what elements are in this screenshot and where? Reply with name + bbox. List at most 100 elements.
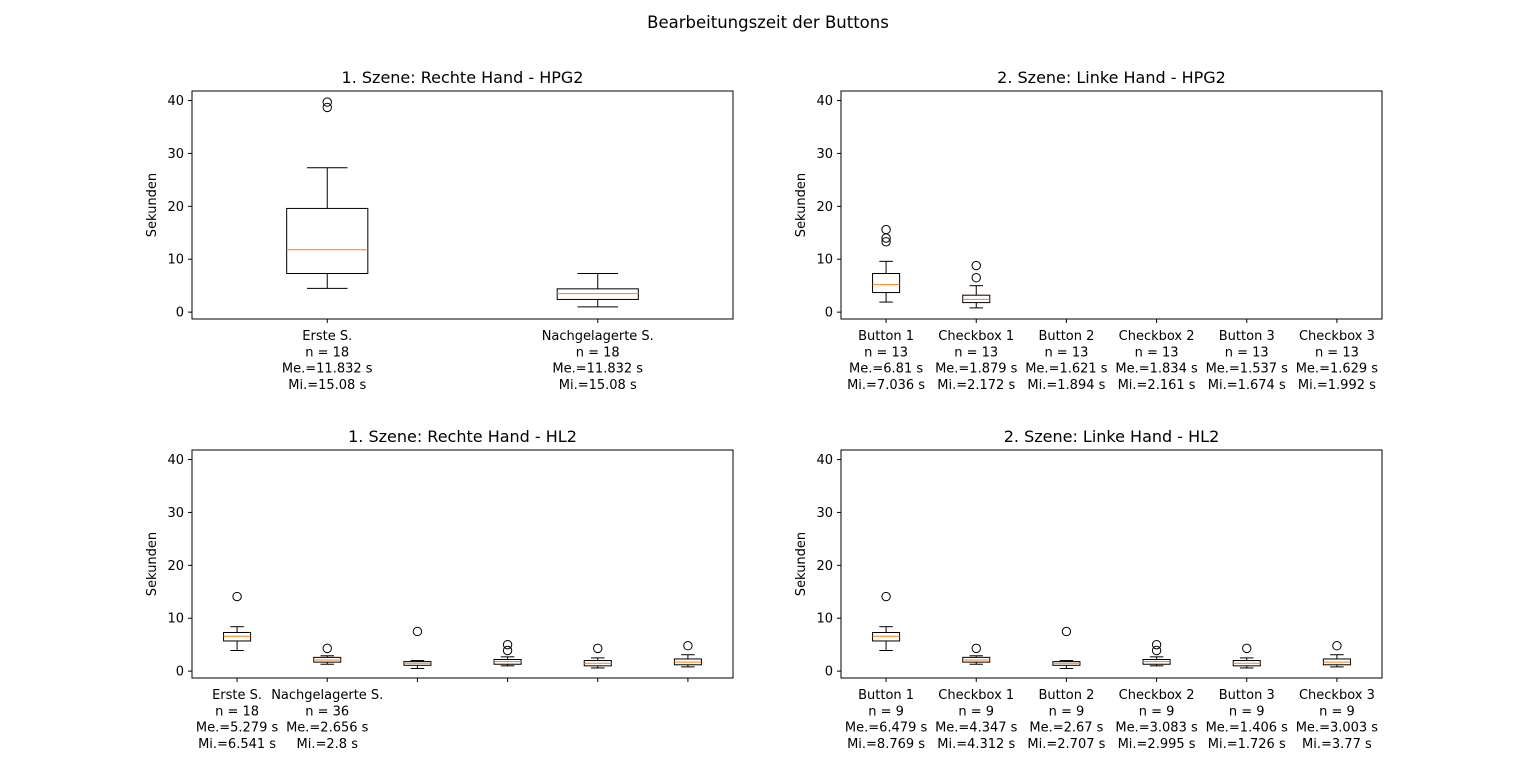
subplot-title: 1. Szene: Rechte Hand - HPG2 (342, 68, 584, 87)
box-3 (1052, 626, 1081, 669)
x-tick-label-line: Mi.=2.161 s (1118, 378, 1196, 393)
x-tick-label-line: Me.=3.083 s (1115, 721, 1198, 736)
box-body (223, 632, 252, 642)
y-tick-label: 30 (816, 506, 833, 521)
box-1 (223, 591, 252, 651)
x-tick-label-line: Checkbox 1 (938, 329, 1014, 344)
box-3 (403, 626, 432, 669)
y-tick-label: 30 (167, 506, 184, 521)
x-tick-label-line: Checkbox 1 (938, 688, 1014, 703)
outlier-point (881, 237, 891, 247)
x-tick-label-line: Me.=2.656 s (286, 721, 369, 736)
x-tick-label-line: Me.=2.67 s (1029, 721, 1103, 736)
y-tick-label: 10 (167, 253, 184, 268)
x-tick-label-line: Checkbox 2 (1119, 329, 1195, 344)
x-tick-label-line: Mi.=15.08 s (559, 378, 637, 393)
y-tick-label: 10 (816, 612, 833, 627)
y-tick-label: 0 (825, 306, 833, 321)
x-tick-label-line: n = 9 (1319, 704, 1355, 719)
y-tick-label: 20 (167, 559, 184, 574)
x-tick-label-line: Mi.=3.77 s (1302, 737, 1372, 752)
x-tick-label-line: n = 9 (1049, 704, 1085, 719)
x-tick-label-line: n = 13 (1225, 345, 1269, 360)
subplot-1: 1. Szene: Rechte Hand - HPG2 Sekunden 0 10 2… (145, 68, 734, 393)
x-tick-label-line: Nachgelagerte S. (271, 688, 383, 703)
x-tick-label-line: n = 13 (1135, 345, 1179, 360)
x-tick-label-line: Mi.=6.541 s (198, 737, 276, 752)
x-tick-label-line: Me.=1.629 s (1296, 362, 1379, 377)
outlier-point (502, 645, 513, 656)
y-tick-label: 30 (167, 147, 184, 162)
x-tick-label-line: Button 3 (1219, 329, 1275, 344)
x-tick-label-line: Me.=1.834 s (1115, 362, 1198, 377)
box-body (872, 632, 901, 642)
box-body (556, 288, 639, 300)
subplot-3: 1. Szene: Rechte Hand - HL2 Sekunden 0 10 20… (145, 427, 734, 752)
box-2 (962, 260, 991, 309)
subplot-title: 1. Szene: Rechte Hand - HL2 (348, 427, 577, 446)
x-tick-label-line: n = 9 (1139, 704, 1175, 719)
outlier-point (412, 626, 423, 637)
box-5 (1232, 643, 1261, 669)
box-5 (583, 643, 612, 669)
x-tick-label-line: Button 2 (1038, 688, 1094, 703)
x-tick-label-line: Erste S. (302, 329, 352, 344)
x-tick-label-line: Mi.=2.707 s (1027, 737, 1105, 752)
box-4 (1142, 639, 1171, 667)
x-tick-label-line: Button 2 (1038, 329, 1094, 344)
x-tick-label-line: Mi.=1.726 s (1208, 737, 1286, 752)
box-6 (673, 641, 702, 668)
x-tick-label: Nachgelagerte S. n = 36 Me.=2.656 s Mi.=2.8… (271, 688, 383, 752)
x-tick-label-line: Me.=5.279 s (196, 721, 279, 736)
x-tick-label-line: n = 13 (1044, 345, 1088, 360)
x-tick-label-line: Me.=4.347 s (935, 721, 1018, 736)
x-tick-label-line: Nachgelagerte S. (542, 329, 654, 344)
x-tick-label-line: Mi.=8.769 s (847, 737, 925, 752)
x-tick-label-line: Mi.=1.674 s (1208, 378, 1286, 393)
plot-frame (191, 90, 734, 320)
x-tick-label-line: Me.=3.003 s (1296, 721, 1379, 736)
plot-frame (191, 449, 734, 679)
y-tick-label: 0 (176, 665, 184, 680)
y-tick-label: 10 (816, 253, 833, 268)
x-tick-label-line: Me.=11.832 s (552, 362, 643, 377)
x-tick-label-line: Button 1 (858, 329, 914, 344)
y-tick-label: 20 (816, 559, 833, 574)
box-body (962, 294, 991, 304)
x-tick-label-line: Me.=1.537 s (1206, 362, 1289, 377)
box-6 (1322, 641, 1351, 668)
y-tick-label: 40 (816, 453, 833, 468)
box-body (286, 207, 369, 275)
x-tick-label: Nachgelagerte S. n = 18 Me.=11.832 s Mi.=15… (542, 329, 654, 393)
y-tick-label: 20 (816, 200, 833, 215)
y-axis-label: Sekunden (145, 532, 160, 596)
box-2 (962, 643, 991, 665)
x-tick-label-line: n = 9 (868, 704, 904, 719)
box-2 (313, 643, 342, 665)
x-tick-label-line: Mi.=1.992 s (1298, 378, 1376, 393)
box-1 (872, 224, 901, 303)
box-1 (286, 97, 369, 289)
outlier-point (683, 641, 693, 651)
x-tick-label-line: n = 9 (958, 704, 994, 719)
plot-frame (840, 449, 1383, 679)
figure-title: Bearbeitungszeit der Buttons (647, 13, 889, 32)
y-axis-label: Sekunden (794, 532, 809, 596)
y-tick-label: 20 (167, 200, 184, 215)
x-tick-label-line: Mi.=2.172 s (937, 378, 1015, 393)
x-tick-label-line: Mi.=4.312 s (937, 737, 1015, 752)
y-axis-label: Sekunden (794, 173, 809, 237)
x-tick-label: Erste S. n = 18 Me.=5.279 s Mi.=6.541 s (196, 688, 279, 752)
y-tick-label: 10 (167, 612, 184, 627)
x-tick-label-line: Checkbox 3 (1299, 329, 1375, 344)
box-4 (493, 639, 522, 667)
x-tick-label-line: Checkbox 3 (1299, 688, 1375, 703)
outlier-point (322, 102, 332, 113)
outlier-point (1151, 639, 1162, 650)
